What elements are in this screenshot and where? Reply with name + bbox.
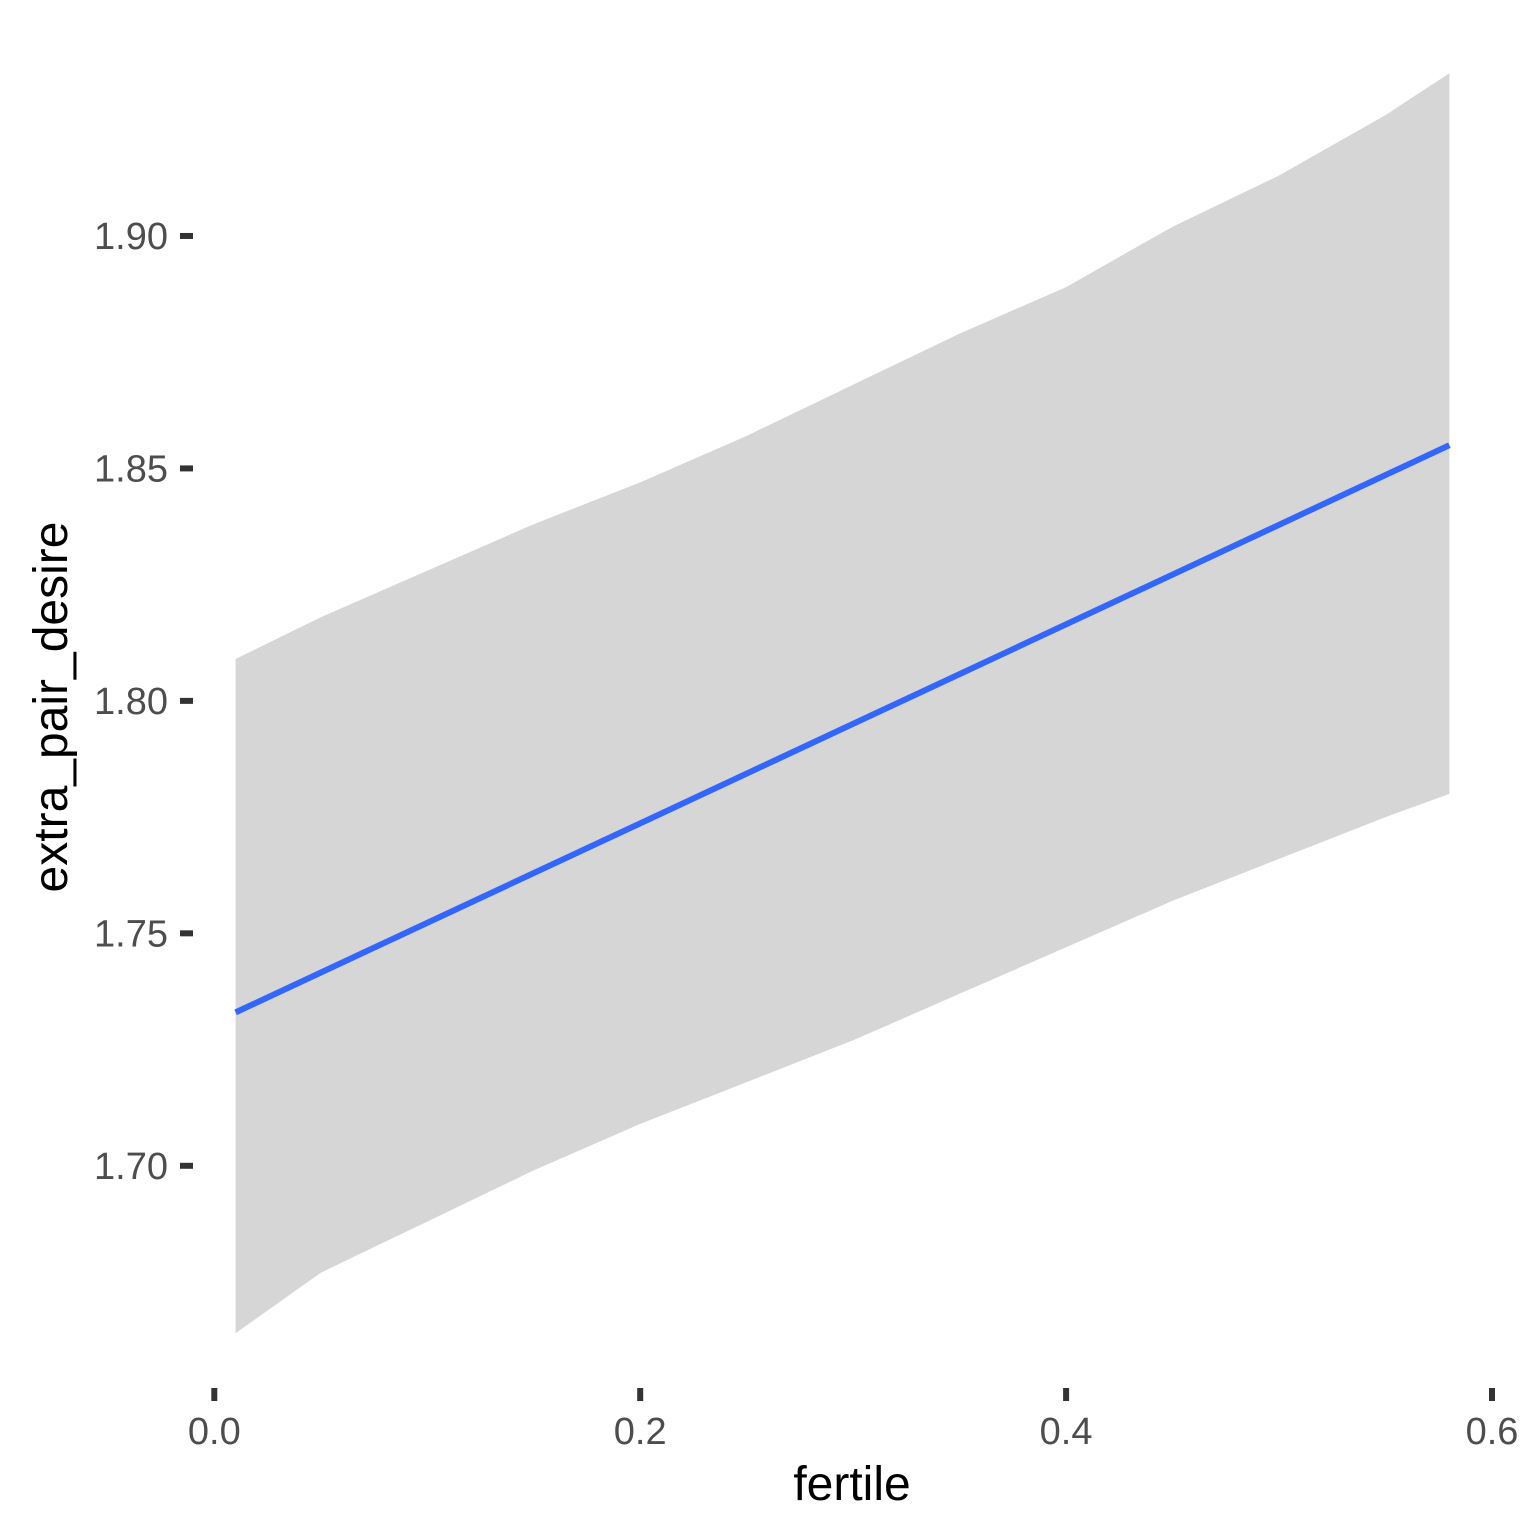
y-axis-title: extra_pair_desire: [25, 522, 78, 893]
y-tick-label: 1.85: [94, 448, 168, 490]
x-tick-label: 0.0: [188, 1411, 241, 1453]
x-tick-label: 0.4: [1040, 1411, 1093, 1453]
confidence-band: [235, 73, 1450, 1334]
y-tick-label: 1.75: [94, 913, 168, 955]
x-axis: 0.0 0.2 0.4 0.6: [188, 1388, 1519, 1453]
y-axis: 1.70 1.75 1.80 1.85 1.90: [94, 216, 193, 1188]
regression-line-layer: [234, 442, 1451, 1016]
confidence-band-layer: [235, 73, 1450, 1334]
y-tick-label: 1.90: [94, 216, 168, 258]
y-tick-label: 1.80: [94, 681, 168, 723]
x-tick-label: 0.6: [1466, 1411, 1519, 1453]
regression-line: [234, 442, 1451, 1016]
x-tick-label: 0.2: [614, 1411, 667, 1453]
x-axis-title: fertile: [793, 1458, 910, 1511]
y-tick-label: 1.70: [94, 1146, 168, 1188]
